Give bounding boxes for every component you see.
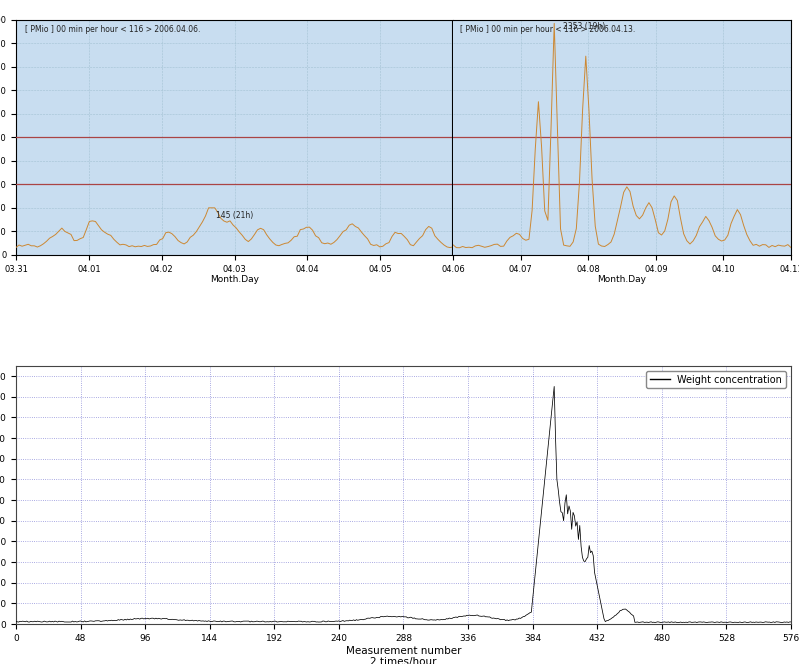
Text: [ PMio ] 00 min per hour < 116 > 2006.04.13.: [ PMio ] 00 min per hour < 116 > 2006.04… bbox=[460, 25, 635, 34]
Legend: Weight concentration: Weight concentration bbox=[646, 371, 786, 388]
X-axis label: Month.Day: Month.Day bbox=[210, 275, 259, 284]
X-axis label: Measurement number
2 times/hour: Measurement number 2 times/hour bbox=[346, 645, 461, 664]
Text: 145 (21h): 145 (21h) bbox=[217, 210, 253, 220]
X-axis label: Month.Day: Month.Day bbox=[598, 275, 646, 284]
Text: 2353 (19h): 2353 (19h) bbox=[562, 23, 605, 31]
Text: [ PMio ] 00 min per hour < 116 > 2006.04.06.: [ PMio ] 00 min per hour < 116 > 2006.04… bbox=[25, 25, 200, 34]
